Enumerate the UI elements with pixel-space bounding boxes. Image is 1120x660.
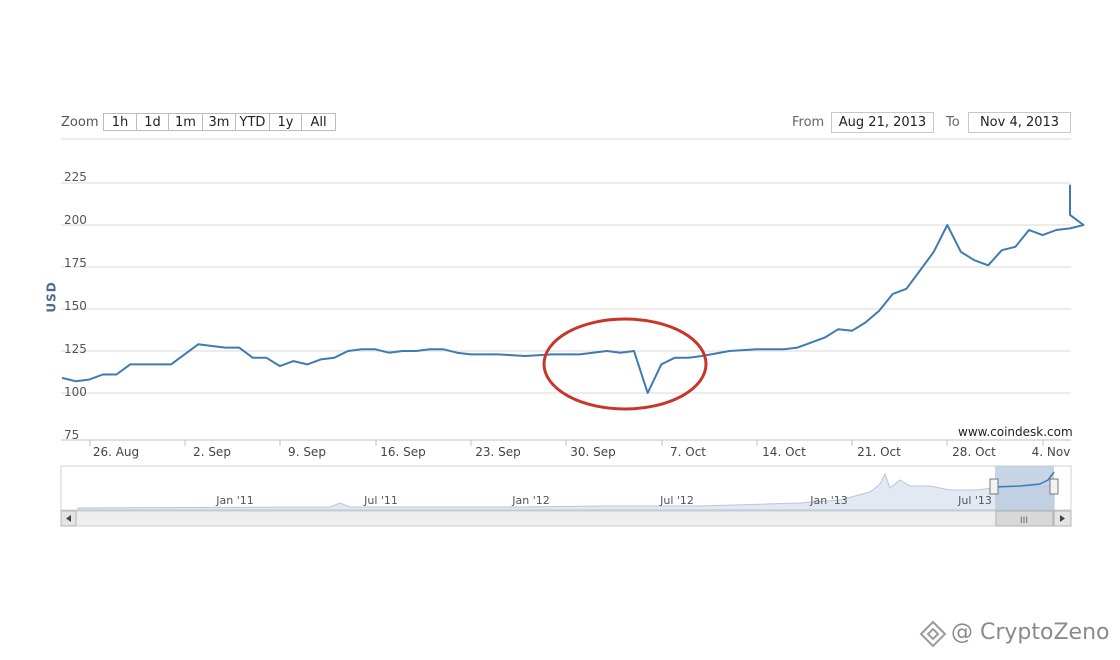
navigator-tick-label: Jan '11 — [216, 494, 254, 507]
x-tick-label: 30. Sep — [570, 445, 616, 459]
x-tick-label: 21. Oct — [857, 445, 901, 459]
y-tick-label: 200 — [64, 213, 87, 227]
y-axis-title: USD — [44, 281, 59, 313]
x-tick-label: 16. Sep — [380, 445, 426, 459]
scrollbar-thumb[interactable] — [995, 510, 1054, 527]
zoom-1y-button[interactable]: 1y — [269, 113, 302, 131]
x-tick-label: 9. Sep — [288, 445, 326, 459]
navigator-tick-label: Jul '12 — [660, 494, 694, 507]
x-tick-label: 26. Aug — [92, 445, 140, 459]
y-tick-label: 175 — [64, 256, 87, 270]
x-tick-label: 7. Oct — [669, 445, 707, 459]
y-tick-label: 225 — [64, 170, 87, 184]
navigator-tick-label: Jan '12 — [512, 494, 550, 507]
arrow-right-icon — [1060, 515, 1065, 522]
x-tick-label: 23. Sep — [475, 445, 521, 459]
watermark-text: @ CryptoZeno — [951, 620, 1110, 645]
y-tick-label: 125 — [64, 342, 87, 356]
y-tick-label: 100 — [64, 385, 87, 399]
x-tick-label: 4. Nov — [1031, 445, 1071, 459]
zoom-1m-button[interactable]: 1m — [168, 113, 203, 131]
scrollbar-track[interactable] — [60, 510, 1072, 527]
zoom-all-button[interactable]: All — [301, 113, 336, 131]
x-tick-label: 14. Oct — [762, 445, 806, 459]
from-date-input[interactable]: Aug 21, 2013 — [831, 112, 934, 133]
zoom-3m-button[interactable]: 3m — [202, 113, 236, 131]
diamond-logo-icon — [919, 620, 947, 648]
navigator-right-handle[interactable] — [1049, 478, 1059, 495]
annotation-circle — [542, 317, 708, 411]
zoom-ytd-button[interactable]: YTD — [235, 113, 270, 131]
navigator-left-handle[interactable] — [989, 478, 999, 495]
from-label: From — [792, 115, 825, 130]
x-tick-label: 28. Oct — [952, 445, 996, 459]
source-credit: www.coindesk.com — [958, 425, 1073, 439]
x-tick-marks — [89, 440, 1044, 446]
navigator-tick-label: Jul '13 — [958, 494, 992, 507]
navigator-selected-line — [994, 471, 1055, 488]
navigator-tick-label: Jan '13 — [810, 494, 848, 507]
arrow-left-icon — [66, 515, 71, 522]
grid-lines — [61, 182, 1071, 394]
zoom-1h-button[interactable]: 1h — [103, 113, 137, 131]
navigator-tick-label: Jul '11 — [364, 494, 398, 507]
price-series-line — [61, 184, 1085, 394]
y-tick-label: 75 — [64, 428, 80, 442]
x-tick-label: 2. Sep — [193, 445, 231, 459]
navigator-selected-range[interactable] — [995, 466, 1054, 510]
y-tick-label: 150 — [64, 299, 87, 313]
zoom-label: Zoom — [61, 115, 99, 130]
scrollbar-grip: III — [1020, 516, 1028, 526]
to-label: To — [946, 115, 960, 130]
to-date-input[interactable]: Nov 4, 2013 — [968, 112, 1071, 133]
